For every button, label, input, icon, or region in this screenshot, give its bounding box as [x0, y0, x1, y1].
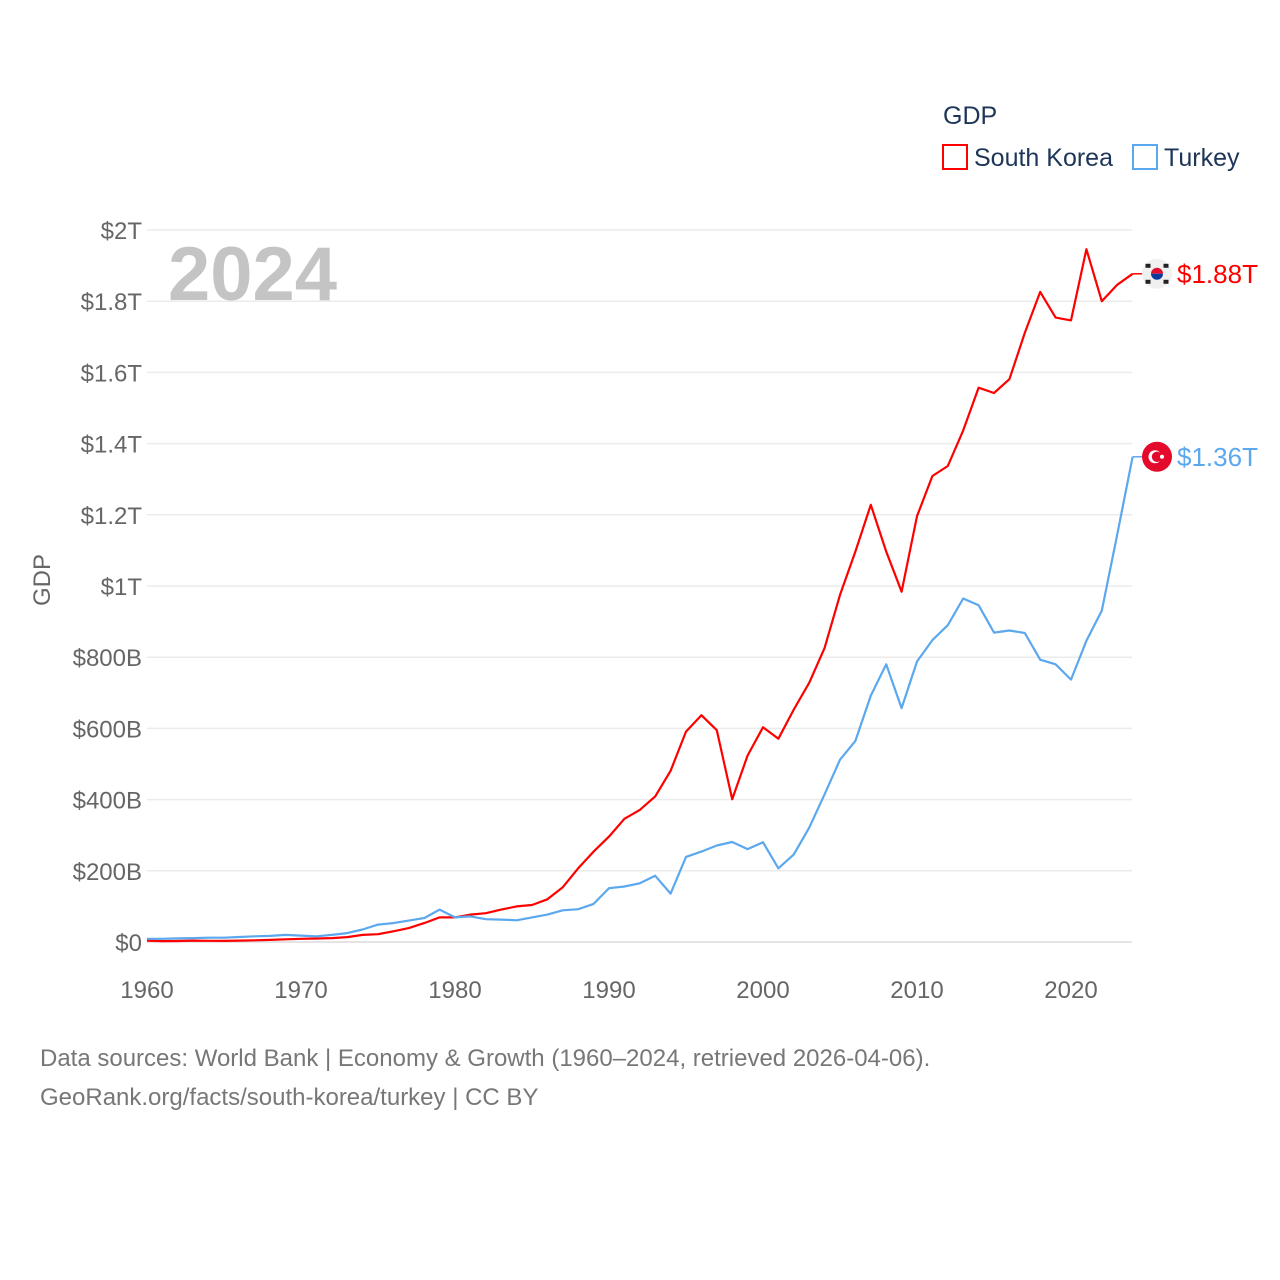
- series-line-south-korea[interactable]: [146, 248, 1134, 943]
- x-axis-ticks: 1960 1970 1980 1990 2000 2010 2020: [120, 977, 1097, 1004]
- y-tick-label: $600B: [73, 716, 142, 743]
- series-line-turkey[interactable]: [147, 456, 1134, 940]
- series-end-labels: $1.88T $1.36T: [1132, 258, 1258, 472]
- x-tick-label: 2010: [890, 977, 943, 1004]
- end-value-label: $1.36T: [1177, 442, 1258, 472]
- gridlines: [147, 229, 1132, 943]
- legend-item-south-korea[interactable]: South Korea: [942, 144, 1113, 172]
- legend-swatch: [942, 144, 968, 170]
- y-tick-label: $400B: [73, 788, 142, 815]
- x-tick-label: 1960: [120, 977, 173, 1004]
- x-tick-label: 1980: [428, 977, 481, 1004]
- x-tick-label: 2000: [736, 977, 789, 1004]
- footer-sources: Data sources: World Bank | Economy & Gro…: [40, 1045, 931, 1072]
- y-tick-label: $1.8T: [81, 289, 143, 316]
- y-tick-label: $1T: [101, 574, 143, 601]
- y-tick-label: $800B: [73, 645, 142, 672]
- x-tick-label: 2020: [1044, 977, 1097, 1004]
- y-tick-label: $1.6T: [81, 360, 143, 387]
- legend-label: South Korea: [974, 144, 1113, 172]
- y-axis-ticks: $0 $200B $400B $600B $800B $1T $1.2T $1.4T $1.6T…: [73, 218, 143, 957]
- legend-item-turkey[interactable]: Turkey: [1132, 144, 1240, 172]
- y-tick-label: $1.4T: [81, 432, 143, 459]
- south-korea-flag-icon: [1142, 258, 1172, 289]
- turkey-flag-icon: [1142, 441, 1172, 472]
- y-axis-title: GDP: [29, 554, 56, 606]
- x-tick-label: 1990: [582, 977, 635, 1004]
- y-tick-label: $2T: [101, 218, 143, 245]
- y-tick-label: $0: [115, 930, 142, 957]
- y-tick-label: $1.2T: [81, 503, 143, 530]
- legend-label: Turkey: [1164, 144, 1240, 172]
- end-value-label: $1.88T: [1177, 259, 1258, 289]
- year-overlay: 2024: [168, 232, 337, 317]
- legend-title: GDP: [943, 102, 997, 130]
- legend-swatch: [1132, 144, 1158, 170]
- y-tick-label: $200B: [73, 859, 142, 886]
- series-lines: [146, 248, 1134, 943]
- legend: GDP South Korea Turkey: [942, 102, 1240, 172]
- footer-link[interactable]: GeoRank.org/facts/south-korea/turkey | C…: [40, 1084, 539, 1111]
- x-tick-label: 1970: [274, 977, 327, 1004]
